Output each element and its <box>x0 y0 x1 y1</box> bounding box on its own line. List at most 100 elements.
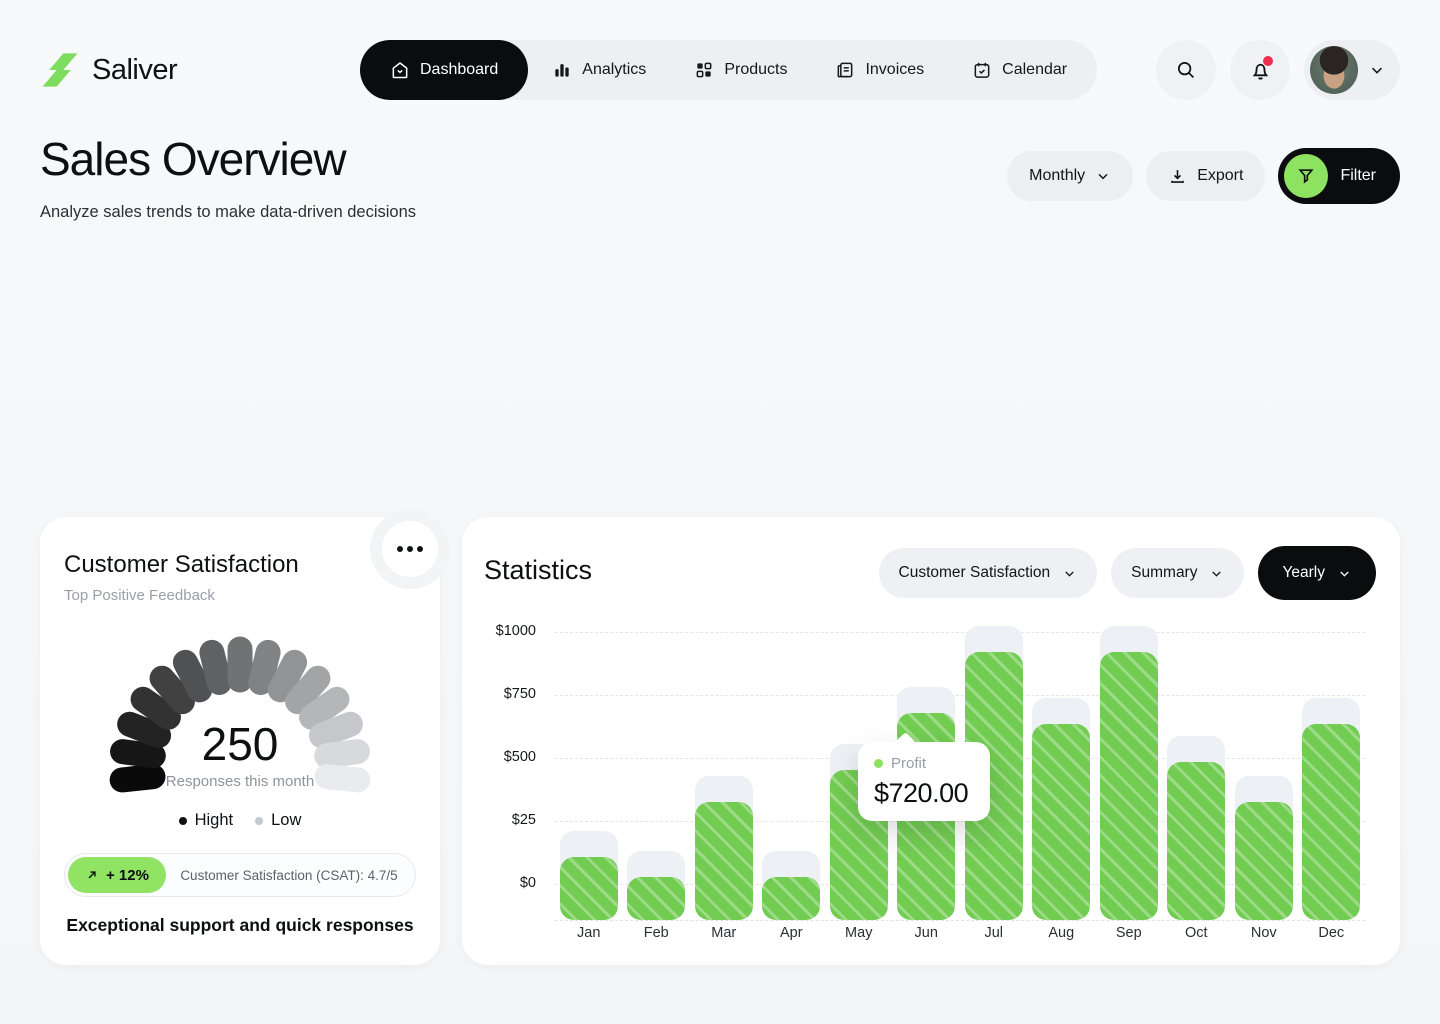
page-subtitle: Analyze sales trends to make data-driven… <box>40 203 416 222</box>
brand-logo-icon <box>40 50 80 90</box>
download-icon <box>1168 167 1187 186</box>
bar-group-aug <box>1028 620 1096 920</box>
legend-label: Low <box>271 811 301 830</box>
bar-chart-icon <box>552 60 572 80</box>
gauge-value: 250 <box>40 717 440 771</box>
y-axis-tick: $500 <box>484 749 536 765</box>
period-select-value: Monthly <box>1029 167 1085 185</box>
x-axis-tick: Jan <box>555 925 623 941</box>
page-toolbar: Monthly Export Filter <box>1007 148 1400 204</box>
chart-x-axis: JanFebMarAprMayJunJulAugSepOctNovDec <box>555 925 1365 941</box>
range-select-value: Yearly <box>1282 564 1325 582</box>
metric-select[interactable]: Customer Satisfaction <box>879 548 1098 598</box>
page-title: Sales Overview <box>40 132 346 186</box>
nav-item-dashboard[interactable]: Dashboard <box>360 40 528 100</box>
x-axis-tick: Apr <box>758 925 826 941</box>
delta-value: + 12% <box>106 867 149 884</box>
filter-button[interactable]: Filter <box>1278 148 1400 204</box>
grid-icon <box>694 60 714 80</box>
customer-satisfaction-card: Customer Satisfaction Top Positive Feedb… <box>40 517 440 965</box>
delta-badge: + 12% <box>68 857 166 893</box>
search-icon <box>1175 59 1197 81</box>
x-axis-tick: Jul <box>960 925 1028 941</box>
x-axis-tick: Aug <box>1028 925 1096 941</box>
card-footnote: Exceptional support and quick responses <box>40 915 440 936</box>
topbar: Saliver Dashboard Analytics <box>40 40 1400 100</box>
bar-sep[interactable] <box>1100 652 1158 920</box>
avatar <box>1310 46 1358 94</box>
legend-dot-low <box>255 817 263 825</box>
more-options-button[interactable] <box>382 521 438 577</box>
export-label: Export <box>1197 167 1243 185</box>
chevron-down-icon <box>1209 566 1224 581</box>
bar-group-sep <box>1095 620 1163 920</box>
topbar-actions <box>1156 40 1400 100</box>
tooltip-series-dot <box>874 759 883 768</box>
gauge-legend: Hight Low <box>40 811 440 830</box>
nav-item-label: Calendar <box>1002 61 1067 79</box>
tooltip-series-label: Profit <box>891 755 926 772</box>
x-axis-tick: Jun <box>893 925 961 941</box>
notification-unread-dot <box>1263 56 1273 66</box>
bar-jan[interactable] <box>560 857 618 920</box>
x-axis-baseline <box>555 920 1365 921</box>
bar-dec[interactable] <box>1302 724 1360 920</box>
chevron-down-icon <box>1337 566 1352 581</box>
x-axis-tick: Mar <box>690 925 758 941</box>
nav-item-analytics[interactable]: Analytics <box>528 40 670 100</box>
profile-menu[interactable] <box>1304 40 1400 100</box>
brand[interactable]: Saliver <box>40 40 177 100</box>
tooltip-value: $720.00 <box>874 778 974 809</box>
bar-apr[interactable] <box>762 877 820 920</box>
chevron-down-icon <box>1095 168 1111 184</box>
bar-feb[interactable] <box>627 877 685 920</box>
nav-item-label: Dashboard <box>420 61 498 79</box>
y-axis-tick: $1000 <box>484 623 536 639</box>
filter-icon-circle <box>1284 154 1328 198</box>
filter-icon <box>1296 166 1316 186</box>
legend-item-low: Low <box>255 811 301 830</box>
card-title: Statistics <box>484 555 592 586</box>
bar-mar[interactable] <box>695 802 753 920</box>
x-axis-tick: Sep <box>1095 925 1163 941</box>
gauge-caption: Responses this month <box>40 773 440 790</box>
statistics-card: Statistics Customer Satisfaction Summary… <box>462 517 1400 965</box>
x-axis-tick: Feb <box>623 925 691 941</box>
bar-group-jan <box>555 620 623 920</box>
invoice-icon <box>835 60 855 80</box>
nav-item-label: Products <box>724 61 787 79</box>
csat-score-text: Customer Satisfaction (CSAT): 4.7/5 <box>166 868 412 883</box>
card-title: Customer Satisfaction <box>64 551 299 579</box>
bar-oct[interactable] <box>1167 762 1225 920</box>
x-axis-tick: May <box>825 925 893 941</box>
view-select-value: Summary <box>1131 564 1197 582</box>
nav-item-invoices[interactable]: Invoices <box>811 40 948 100</box>
ellipsis-icon <box>397 546 403 552</box>
bar-group-feb <box>623 620 691 920</box>
search-button[interactable] <box>1156 40 1216 100</box>
arrow-up-right-icon <box>85 868 99 882</box>
filter-label: Filter <box>1340 167 1376 185</box>
x-axis-tick: Dec <box>1298 925 1366 941</box>
legend-dot-high <box>179 817 187 825</box>
card-subtitle: Top Positive Feedback <box>64 587 215 604</box>
period-select[interactable]: Monthly <box>1007 151 1133 201</box>
csat-badge-row: + 12% Customer Satisfaction (CSAT): 4.7/… <box>64 853 416 897</box>
home-icon <box>390 60 410 80</box>
chart-tooltip: Profit $720.00 <box>858 742 990 821</box>
view-select[interactable]: Summary <box>1111 548 1244 598</box>
main-nav: Dashboard Analytics Products <box>360 40 1097 100</box>
nav-item-products[interactable]: Products <box>670 40 811 100</box>
notifications-button[interactable] <box>1230 40 1290 100</box>
bar-aug[interactable] <box>1032 724 1090 920</box>
x-axis-tick: Nov <box>1230 925 1298 941</box>
range-select[interactable]: Yearly <box>1258 546 1376 600</box>
x-axis-tick: Oct <box>1163 925 1231 941</box>
export-button[interactable]: Export <box>1146 151 1265 201</box>
brand-name: Saliver <box>92 54 177 87</box>
bar-nov[interactable] <box>1235 802 1293 920</box>
statistics-filters: Customer Satisfaction Summary Yearly <box>879 546 1376 600</box>
bar-group-dec <box>1298 620 1366 920</box>
nav-item-calendar[interactable]: Calendar <box>948 40 1091 100</box>
chevron-down-icon <box>1368 61 1386 79</box>
